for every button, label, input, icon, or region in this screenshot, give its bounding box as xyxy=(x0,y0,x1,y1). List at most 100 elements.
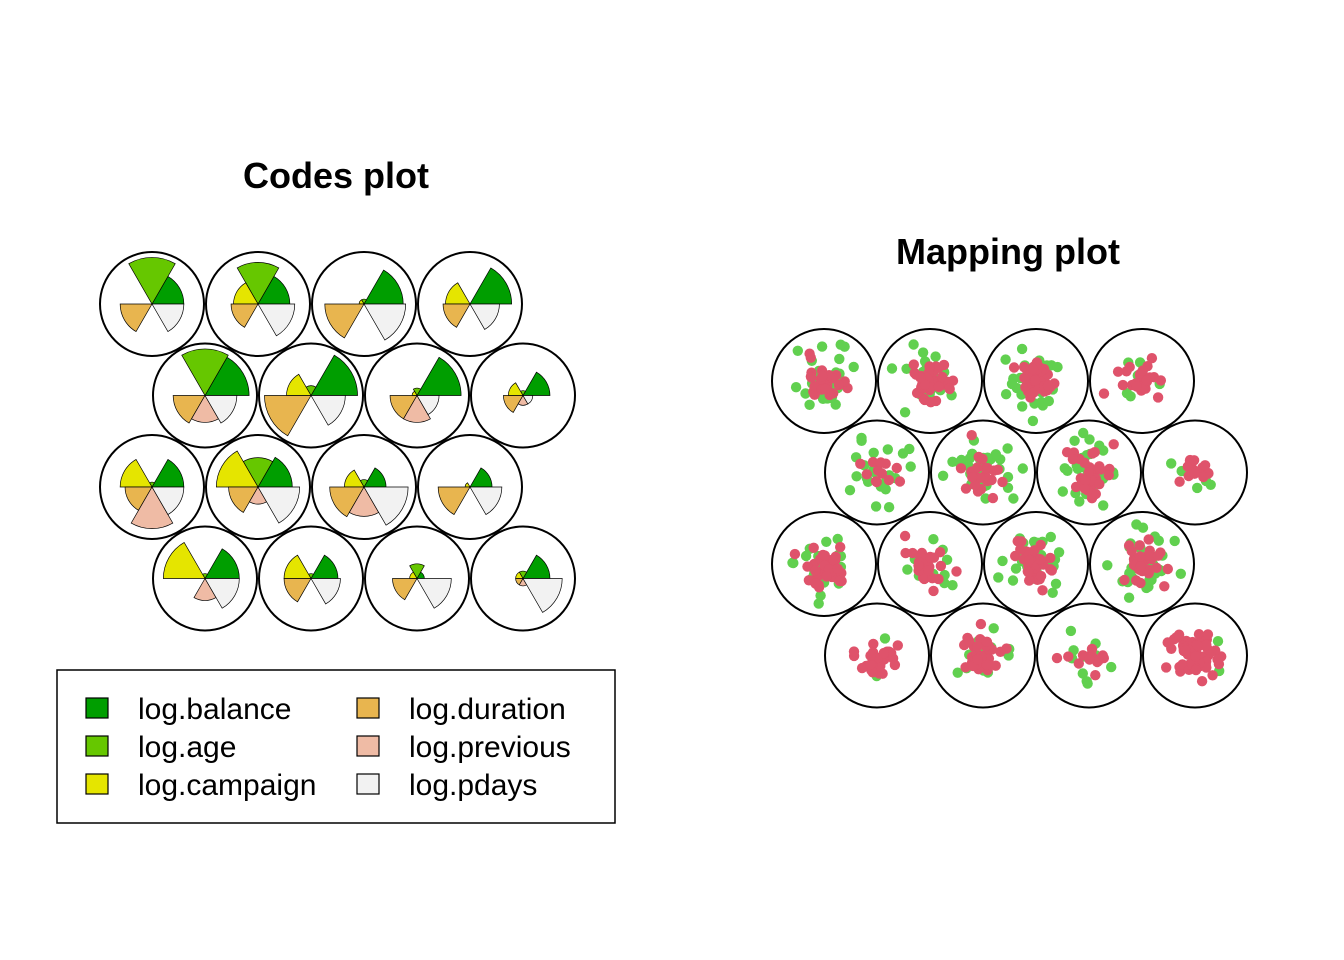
segment-log-pdays xyxy=(522,395,534,405)
mapped-point-green xyxy=(792,345,803,356)
mapped-point-green xyxy=(883,502,895,513)
mapped-point-red xyxy=(1024,554,1035,566)
legend-swatch xyxy=(85,735,109,757)
codes-unit xyxy=(152,342,258,449)
mapping-plot: Mapping plot xyxy=(771,231,1248,709)
segment-log-pdays xyxy=(310,395,346,426)
mapped-point-green xyxy=(1078,427,1089,439)
mapped-point-red xyxy=(981,636,993,647)
segment-log-balance xyxy=(310,354,358,396)
mapped-point-green xyxy=(1027,415,1039,427)
mapped-point-green xyxy=(1123,592,1135,603)
mapped-point-green xyxy=(834,353,845,365)
mapped-point-red xyxy=(1089,447,1100,458)
mapped-point-green xyxy=(990,449,1001,460)
mapped-point-green xyxy=(1008,493,1019,504)
mapped-point-red xyxy=(951,566,962,577)
segment-log-duration xyxy=(329,486,365,518)
mapped-point-red xyxy=(1188,455,1200,466)
mapped-point-red xyxy=(810,578,821,589)
segment-log-duration xyxy=(228,486,259,513)
codes-unit xyxy=(99,434,205,540)
mapped-point-green xyxy=(835,339,846,350)
mapped-point-green xyxy=(1125,391,1136,402)
mapped-point-red xyxy=(1153,550,1164,561)
mapped-point-green xyxy=(848,361,859,373)
mapped-point-red xyxy=(892,640,903,651)
mapped-point-red xyxy=(1146,353,1158,364)
mapped-point-red xyxy=(1063,651,1074,662)
mapped-point-green xyxy=(1000,354,1011,365)
mapped-point-red xyxy=(1095,464,1106,475)
segment-log-pdays xyxy=(257,486,301,524)
mapped-point-red xyxy=(1199,460,1211,471)
mapped-point-red xyxy=(817,370,828,382)
mapped-point-red xyxy=(868,638,879,650)
mapped-point-red xyxy=(995,646,1006,657)
mapped-point-red xyxy=(1035,539,1046,551)
mapped-point-red xyxy=(969,479,981,491)
mapped-point-green xyxy=(790,382,802,393)
mapped-point-red xyxy=(833,379,845,391)
mapped-point-green xyxy=(1000,389,1012,400)
mapped-point-red xyxy=(1030,375,1041,386)
legend: log.balance log.age log.campaign log.durati… xyxy=(56,669,616,824)
codes-unit xyxy=(470,525,576,632)
codes-unit xyxy=(258,342,364,449)
mapped-point-red xyxy=(1015,544,1026,555)
mapping-unit xyxy=(877,328,983,434)
mapping-unit xyxy=(983,511,1089,617)
mapped-point-red xyxy=(933,381,944,393)
mapped-point-green xyxy=(904,443,915,455)
mapped-point-red xyxy=(913,560,924,571)
mapped-point-red xyxy=(1141,375,1153,386)
mapped-point-red xyxy=(1079,457,1090,468)
segment-log-pdays xyxy=(151,486,185,516)
codes-unit xyxy=(311,434,417,540)
segment-log-pdays xyxy=(204,395,238,424)
mapped-point-red xyxy=(1008,362,1020,373)
mapped-point-green xyxy=(821,536,832,547)
mapped-point-green xyxy=(879,633,891,644)
mapped-point-red xyxy=(972,462,983,473)
segment-log-balance xyxy=(469,267,513,305)
mapping-unit xyxy=(930,419,1036,526)
mapped-point-red xyxy=(876,468,888,479)
segment-log-pdays xyxy=(151,303,185,333)
mapped-point-red xyxy=(1135,560,1147,572)
mapped-point-red xyxy=(1079,483,1090,494)
mapping-unit xyxy=(824,419,930,526)
mapped-point-red xyxy=(1019,372,1030,384)
mapped-point-green xyxy=(1059,463,1071,474)
mapped-point-green xyxy=(800,550,812,562)
mapped-point-red xyxy=(1117,379,1129,391)
mapped-point-red xyxy=(848,646,860,657)
codes-unit xyxy=(417,251,523,357)
segment-log-campaign xyxy=(162,541,206,579)
mapped-point-green xyxy=(1006,378,1018,390)
mapped-point-red xyxy=(1134,540,1145,551)
mapped-point-red xyxy=(865,650,876,661)
mapped-point-red xyxy=(923,565,934,576)
codes-unit xyxy=(99,251,205,357)
mapped-point-red xyxy=(1124,361,1135,373)
mapped-point-green xyxy=(1212,636,1224,647)
mapped-point-green xyxy=(899,407,911,418)
segment-log-campaign xyxy=(215,450,259,488)
mapped-point-red xyxy=(899,530,911,542)
mapped-point-red xyxy=(1073,658,1085,669)
mapped-point-green xyxy=(947,580,958,591)
segment-log-duration xyxy=(264,395,312,437)
mapped-point-green xyxy=(1002,443,1013,454)
mapped-point-red xyxy=(1212,654,1223,665)
mapped-point-green xyxy=(937,470,949,481)
mapped-point-red xyxy=(883,474,895,486)
segment-log-balance xyxy=(204,356,250,396)
mapped-point-green xyxy=(868,447,879,458)
mapped-point-red xyxy=(889,659,901,671)
mapping-unit xyxy=(1142,419,1248,526)
mapped-point-red xyxy=(966,430,977,441)
mapped-point-red xyxy=(835,541,846,553)
mapped-point-red xyxy=(810,565,821,576)
mapped-point-green xyxy=(787,557,798,568)
